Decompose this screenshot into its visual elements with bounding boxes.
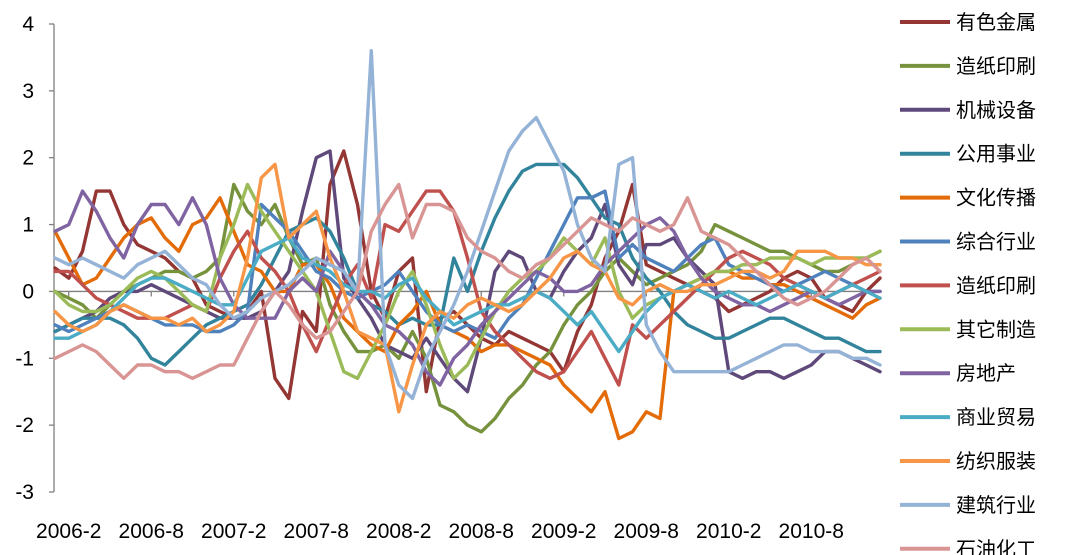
y-tick-label: 0: [22, 280, 34, 303]
series-line-9: [53, 236, 882, 354]
series-line-11: [53, 49, 882, 401]
legend-label-0: 有色金属: [956, 10, 1036, 34]
x-tick-label: 2009-8: [614, 520, 679, 543]
legend-label-1: 造纸印刷: [956, 54, 1036, 78]
x-tick-label: 2007-2: [201, 520, 266, 543]
legend: 有色金属造纸印刷机械设备公用事业文化传播综合行业造纸印刷其它制造房地产商业贸易纺…: [900, 10, 1036, 555]
y-tick-label: 2: [22, 147, 34, 170]
x-tick-label: 2008-2: [366, 520, 431, 543]
series-line-4: [53, 196, 882, 441]
legend-label-4: 文化传播: [956, 186, 1036, 210]
legend-label-9: 商业贸易: [956, 405, 1036, 429]
legend-label-3: 公用事业: [956, 142, 1036, 166]
series-line-8: [53, 189, 882, 387]
x-tick-label: 2006-8: [119, 520, 184, 543]
y-tick-label: 4: [22, 13, 34, 36]
y-tick-label: 3: [22, 80, 34, 103]
y-tick-label: -3: [15, 481, 34, 504]
x-tick-label: 2008-8: [449, 520, 514, 543]
x-tick-label: 2010-8: [779, 520, 844, 543]
series-lines: [53, 49, 882, 441]
legend-label-2: 机械设备: [956, 98, 1036, 122]
y-tick-label: -2: [15, 414, 34, 437]
legend-label-6: 造纸印刷: [956, 273, 1036, 297]
x-tick-label: 2006-2: [36, 520, 101, 543]
legend-label-10: 纺织服装: [956, 449, 1036, 473]
y-tick-label: 1: [22, 214, 34, 237]
series-line-12: [53, 182, 882, 380]
x-tick-label: 2007-8: [284, 520, 349, 543]
legend-label-8: 房地产: [956, 361, 1016, 385]
x-tick-label: 2009-2: [531, 520, 596, 543]
legend-label-12: 石油化工: [956, 537, 1036, 555]
x-tick-label: 2010-2: [696, 520, 761, 543]
series-line-7: [53, 182, 882, 380]
legend-label-5: 综合行业: [956, 230, 1036, 254]
legend-label-11: 建筑行业: [956, 493, 1036, 517]
series-line-10: [53, 162, 882, 414]
series-line-3: [53, 162, 882, 367]
legend-label-7: 其它制造: [956, 317, 1036, 341]
y-tick-label: -1: [15, 347, 34, 370]
